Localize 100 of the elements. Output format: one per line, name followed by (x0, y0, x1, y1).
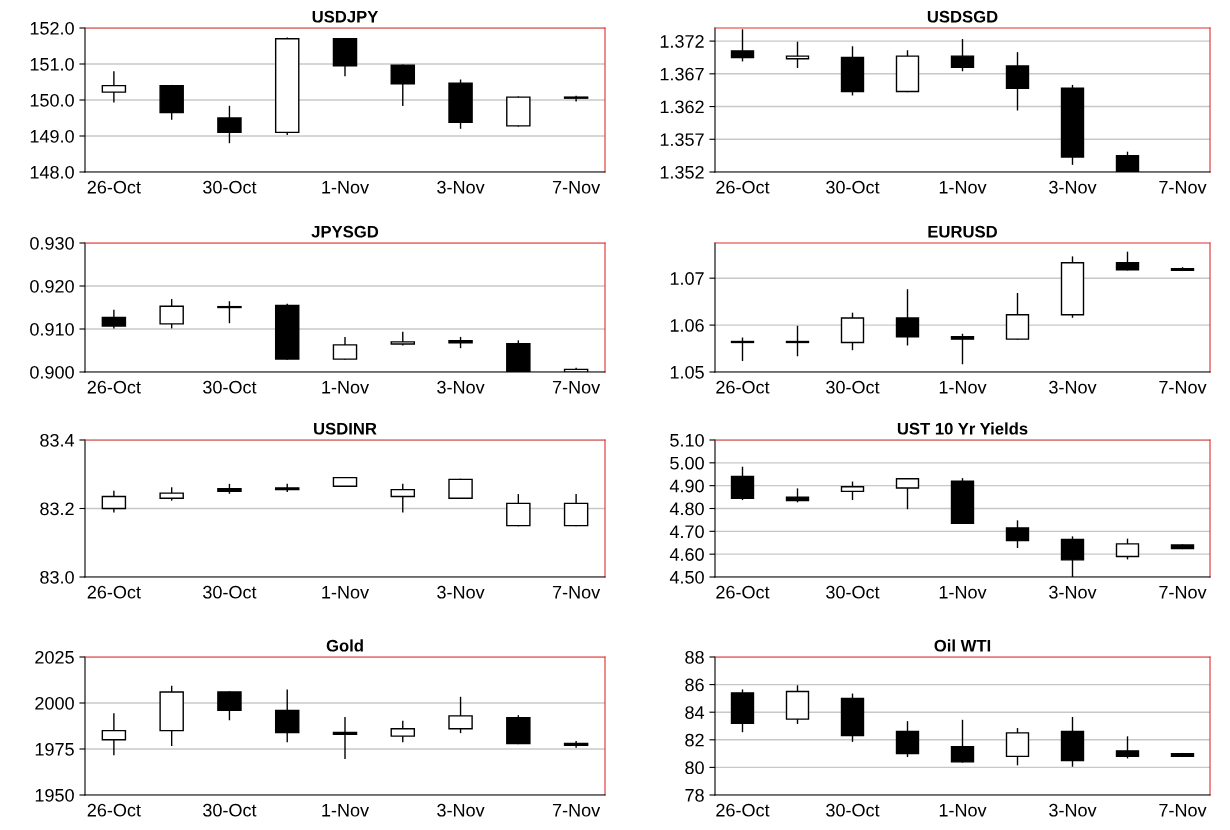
candlestick (785, 41, 810, 68)
candlestick (950, 719, 975, 763)
x-tick-label: 30-Oct (826, 380, 880, 394)
candlestick (1005, 520, 1030, 549)
candlestick (1115, 736, 1140, 759)
y-tick-label: 1.357 (660, 133, 704, 146)
y-tick-label: 84 (685, 706, 705, 719)
y-tick-label: 4.80 (669, 502, 704, 516)
y-tick-label: 1.352 (660, 165, 704, 179)
x-tick-label: 30-Oct (826, 180, 880, 194)
y-tick-label: 1.362 (660, 100, 704, 114)
x-tick-label: 26-Oct (87, 380, 141, 394)
y-tick-label: 83.4 (40, 433, 75, 447)
candlestick (274, 689, 300, 743)
x-tick-label: 26-Oct (87, 803, 141, 817)
x-tick-label: 3-Nov (1049, 585, 1097, 599)
chart-title: USDJPY (312, 10, 379, 23)
candlestick (390, 720, 416, 743)
x-tick-label: 26-Oct (716, 380, 770, 394)
x-tick-label: 1-Nov (322, 804, 370, 817)
y-tick-label: 1975 (35, 742, 74, 756)
y-tick-label: 1.367 (660, 67, 704, 81)
y-tick-label: 5.10 (670, 433, 704, 447)
candlestick (895, 721, 920, 758)
x-tick-label: 1-Nov (939, 804, 987, 817)
y-tick-label: 86 (685, 678, 704, 692)
candlestick (563, 740, 589, 748)
candlestick (332, 336, 358, 360)
chart-title: USDINR (314, 422, 377, 435)
candlestick (1005, 52, 1030, 111)
y-tick-label: 5.00 (670, 456, 704, 470)
x-tick-label: 3-Nov (437, 585, 485, 599)
x-tick-label: 1-Nov (322, 586, 370, 599)
y-tick-label: 150.0 (30, 93, 74, 107)
y-tick-label: 82 (685, 733, 704, 747)
chart-title: Gold (326, 639, 363, 652)
x-tick-label: 3-Nov (437, 803, 485, 817)
y-tick-label: 0.930 (30, 236, 74, 250)
x-tick-label: 7-Nov (552, 804, 601, 817)
y-tick-label: 83.0 (40, 570, 74, 584)
candlestick (217, 301, 242, 324)
candlestick (448, 478, 473, 499)
candlestick (730, 466, 755, 501)
y-tick-label: 1.05 (670, 365, 704, 379)
y-tick-label: 1.07 (670, 272, 704, 285)
y-tick-label: 83.2 (40, 502, 74, 516)
y-tick-label: 80 (685, 761, 704, 775)
chart-title: Oil WTI (934, 639, 991, 652)
y-tick-label: 0.900 (30, 365, 74, 379)
y-tick-label: 1.372 (660, 35, 704, 48)
x-tick-label: 7-Nov (1159, 586, 1207, 599)
x-tick-label: 30-Oct (203, 380, 257, 394)
candlestick (895, 289, 920, 346)
candlestick (101, 713, 127, 756)
x-tick-label: 7-Nov (1159, 804, 1207, 817)
y-tick-label: 78 (685, 788, 704, 802)
y-tick-label: 152.0 (30, 21, 74, 35)
candlestick (950, 333, 975, 365)
x-tick-label: 7-Nov (1159, 181, 1207, 194)
candlestick (730, 29, 755, 62)
x-tick-label: 3-Nov (1049, 180, 1097, 194)
x-tick-label: 26-Oct (716, 585, 770, 599)
x-tick-label: 3-Nov (437, 180, 485, 194)
y-tick-label: 4.60 (669, 548, 704, 561)
y-tick-label: 4.70 (669, 525, 704, 539)
y-tick-label: 4.90 (669, 479, 704, 493)
candlestick (506, 494, 531, 527)
x-tick-label: 26-Oct (716, 803, 770, 817)
x-tick-label: 1-Nov (939, 381, 987, 394)
x-tick-label: 3-Nov (1049, 803, 1097, 817)
x-tick-label: 30-Oct (826, 585, 880, 599)
candlestick (159, 299, 184, 329)
chart-title: UST 10 Yr Yields (897, 422, 1028, 435)
x-tick-label: 3-Nov (1049, 380, 1097, 394)
y-tick-label: 148.0 (30, 165, 74, 179)
x-tick-label: 7-Nov (1159, 381, 1207, 394)
y-tick-label: 0.910 (30, 322, 74, 336)
chart-title: JPYSGD (311, 225, 379, 238)
x-tick-label: 30-Oct (203, 585, 257, 599)
x-tick-label: 1-Nov (939, 181, 987, 194)
y-tick-label: 1.06 (670, 319, 704, 332)
candlestick (390, 64, 416, 107)
x-tick-label: 7-Nov (552, 381, 601, 394)
candlestick (390, 483, 416, 513)
candlestick (950, 39, 975, 72)
x-tick-label: 26-Oct (87, 180, 141, 194)
candlestick (332, 717, 358, 759)
x-tick-label: 1-Nov (939, 586, 987, 599)
x-tick-label: 3-Nov (437, 380, 485, 394)
y-tick-label: 88 (685, 650, 704, 664)
candlestick (563, 494, 589, 527)
candlestick (101, 71, 127, 103)
x-tick-label: 30-Oct (203, 180, 257, 194)
x-tick-label: 1-Nov (322, 381, 370, 394)
candlestick (1115, 538, 1140, 560)
x-tick-label: 26-Oct (87, 585, 141, 599)
y-tick-label: 149.0 (30, 129, 74, 143)
x-tick-label: 7-Nov (552, 181, 601, 194)
candlestick (101, 490, 127, 513)
y-tick-label: 4.50 (669, 570, 704, 584)
